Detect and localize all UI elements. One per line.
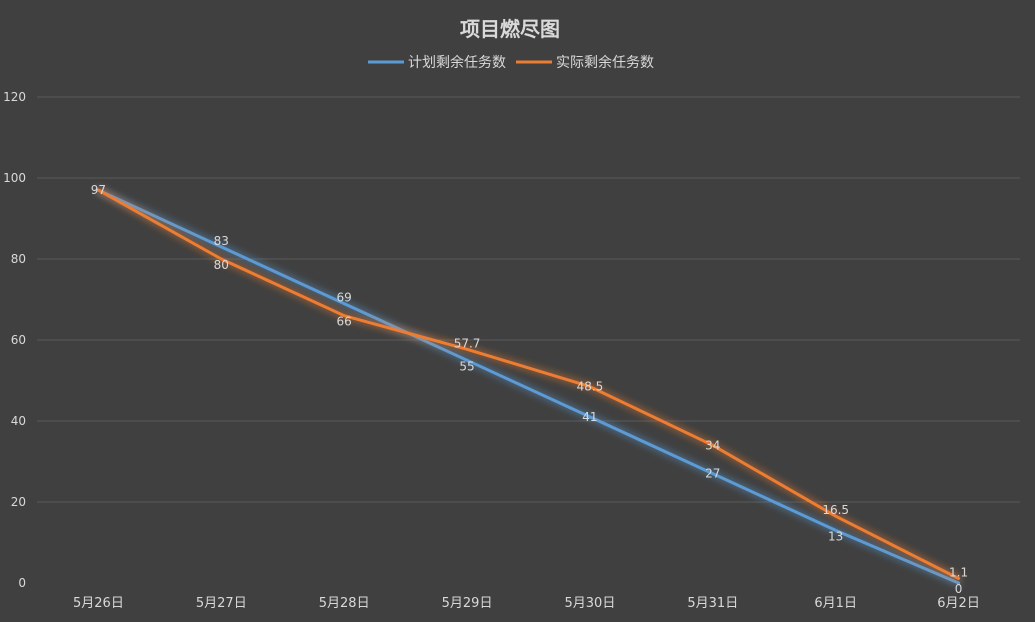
y-tick-label: 60 [11,333,26,347]
y-tick-label: 100 [3,171,26,185]
data-label: 0 [955,582,963,596]
x-tick-label: 6月1日 [814,596,857,611]
x-tick-label: 6月2日 [937,596,980,611]
x-tick-label: 5月26日 [73,596,124,611]
y-tick-label: 40 [11,414,26,428]
y-axis: 0 20 40 60 80 100 120 [3,90,26,590]
x-tick-label: 5月31日 [687,596,738,611]
data-label: 57.7 [454,336,481,350]
data-label: 69 [337,291,352,305]
data-label: 97 [91,183,106,197]
legend: 计划剩余任务数 实际剩余任务数 [368,54,654,71]
data-label: 83 [214,234,229,248]
x-axis: 5月26日 5月27日 5月28日 5月29日 5月30日 5月31日 6月1日 6月2日 [73,596,980,611]
data-label: 27 [705,467,720,481]
data-label: 34 [705,438,720,452]
x-tick-label: 5月30日 [565,596,616,611]
series-lines [96,188,961,585]
data-label: 66 [337,315,352,329]
data-label: 55 [459,359,474,373]
data-label: 48.5 [577,380,604,394]
legend-label: 实际剩余任务数 [556,54,654,71]
y-tick-label: 20 [11,495,26,509]
data-label: 1.1 [949,566,968,580]
series-line [96,188,961,585]
series-line [96,188,961,580]
data-labels: 97 83 80 69 66 55 57.7 41 48.5 27 34 13 16.5 0 1.1 [91,183,968,596]
grid-lines [37,96,1020,503]
legend-label: 计划剩余任务数 [408,54,506,71]
y-tick-label: 120 [3,90,26,104]
y-tick-label: 80 [11,252,26,266]
y-tick-label: 0 [18,576,26,590]
chart-title: 项目燃尽图 [460,17,560,41]
data-label: 16.5 [822,503,849,517]
data-label: 41 [582,410,597,424]
data-label: 13 [828,529,843,543]
x-tick-label: 5月27日 [196,596,247,611]
x-tick-label: 5月29日 [442,596,493,611]
x-tick-label: 5月28日 [319,596,370,611]
data-label: 80 [214,258,229,272]
